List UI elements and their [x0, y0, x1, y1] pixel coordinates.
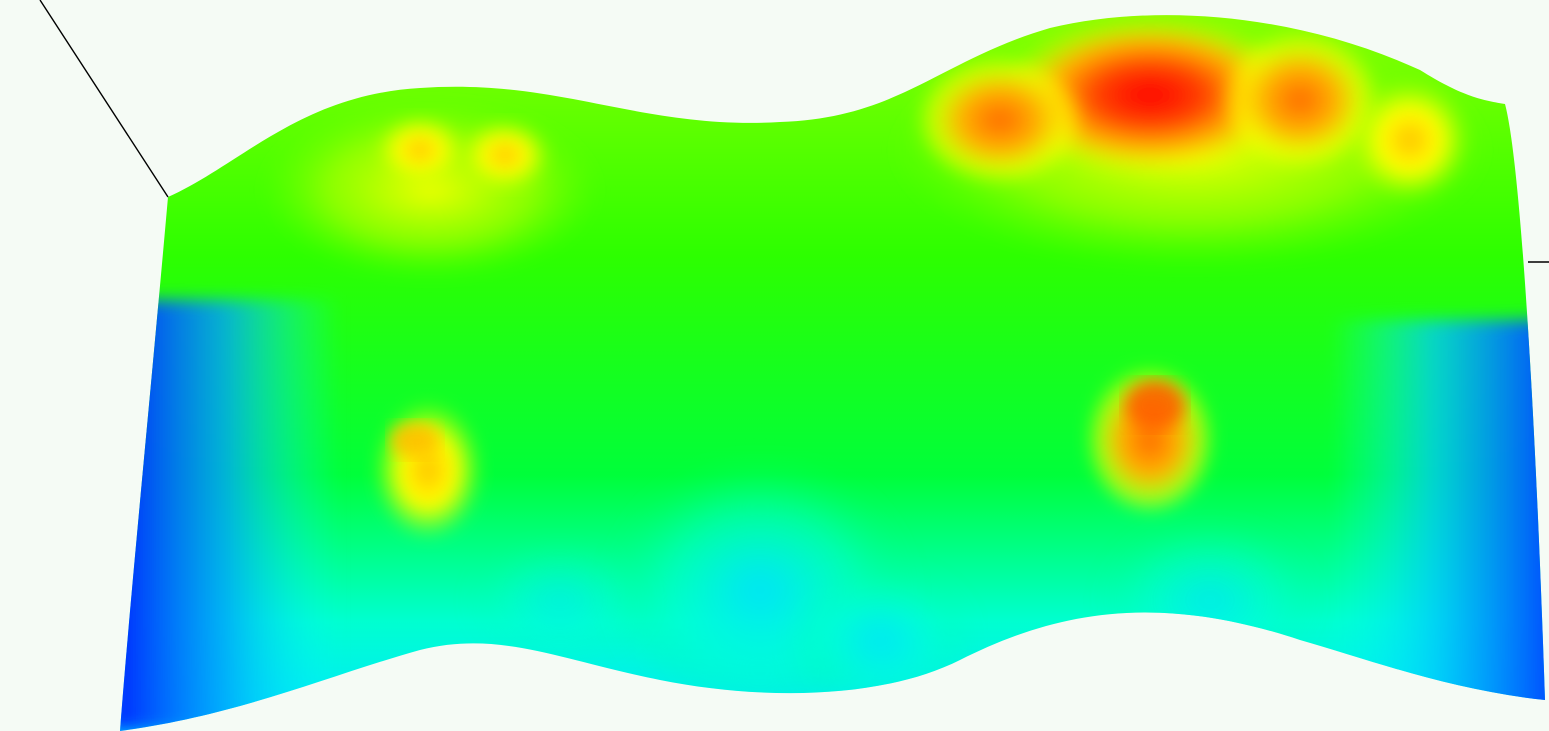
- peak-top-left: [375, 115, 465, 185]
- peak-lower-left: [373, 400, 483, 540]
- surface: [120, 15, 1545, 731]
- axis-line-top-left: [39, 0, 169, 198]
